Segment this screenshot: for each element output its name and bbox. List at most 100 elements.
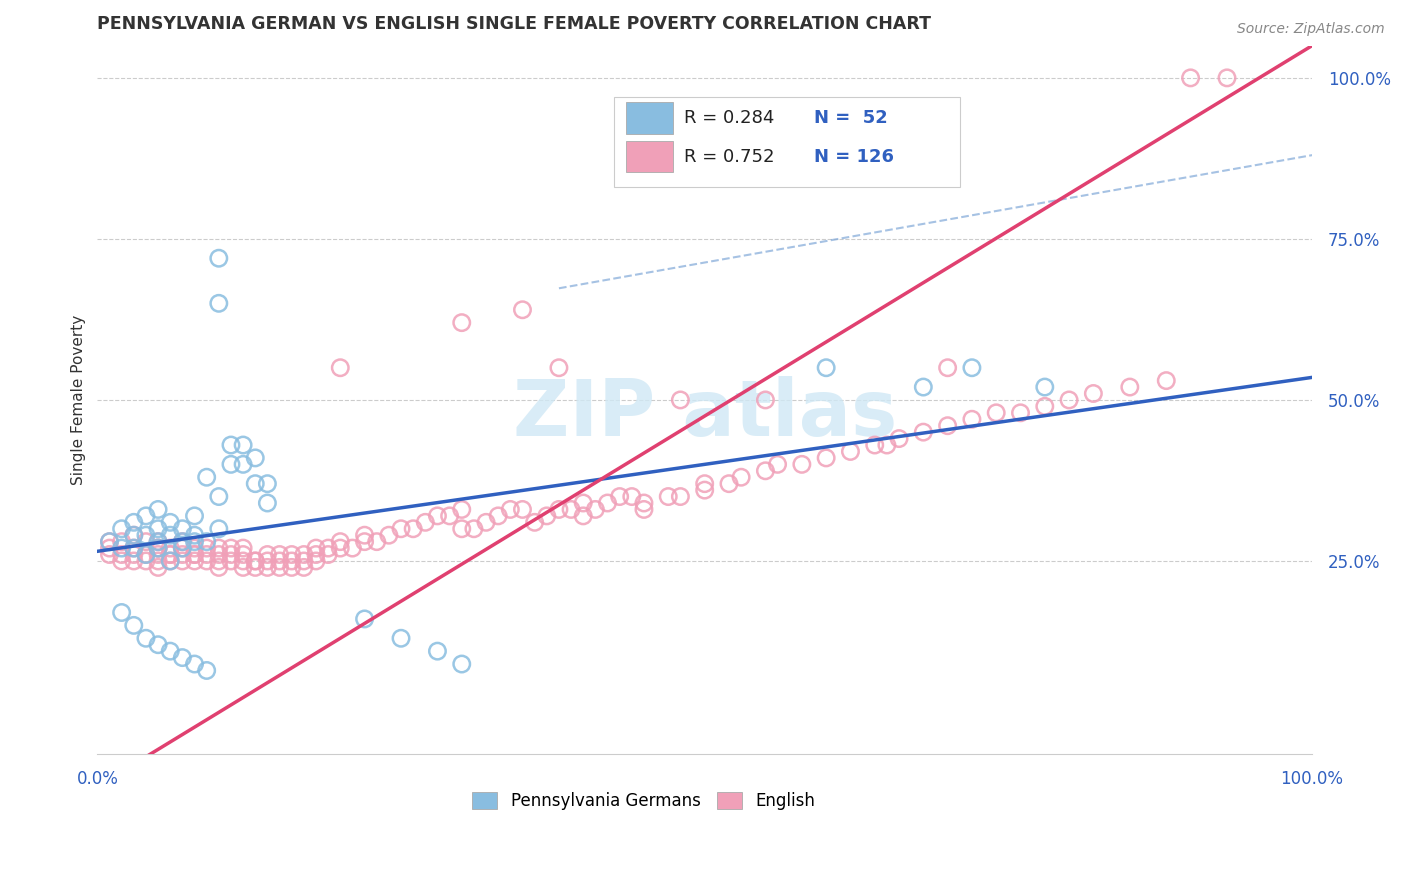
Point: [1154, 374, 1177, 388]
Point: [256, 554, 278, 568]
Point: [378, 528, 401, 542]
Point: [620, 490, 643, 504]
Point: [572, 496, 595, 510]
Point: [208, 541, 231, 555]
Point: [232, 548, 254, 562]
Text: N = 126: N = 126: [814, 148, 894, 166]
Point: [135, 548, 157, 562]
Point: [839, 444, 862, 458]
Point: [1216, 70, 1239, 85]
FancyBboxPatch shape: [613, 96, 960, 187]
Point: [1083, 386, 1105, 401]
Point: [439, 508, 461, 523]
Point: [245, 450, 267, 465]
Point: [111, 548, 134, 562]
Point: [122, 541, 145, 555]
Point: [183, 548, 205, 562]
Point: [353, 612, 375, 626]
Point: [256, 496, 278, 510]
Point: [292, 560, 315, 574]
Point: [195, 548, 218, 562]
Point: [219, 458, 242, 472]
Point: [256, 560, 278, 574]
Point: [122, 528, 145, 542]
Point: [280, 554, 302, 568]
Point: [912, 380, 935, 394]
Point: [183, 534, 205, 549]
Point: [426, 644, 449, 658]
Point: [146, 522, 169, 536]
Point: [183, 541, 205, 555]
Point: [256, 476, 278, 491]
Point: [269, 554, 291, 568]
Point: [159, 516, 181, 530]
Point: [342, 541, 364, 555]
Point: [316, 548, 339, 562]
Point: [413, 516, 436, 530]
Point: [232, 458, 254, 472]
Point: [269, 560, 291, 574]
Point: [366, 534, 388, 549]
Point: [280, 560, 302, 574]
Point: [208, 522, 231, 536]
Point: [450, 316, 472, 330]
Point: [146, 554, 169, 568]
Point: [122, 516, 145, 530]
Point: [159, 548, 181, 562]
Point: [195, 554, 218, 568]
Point: [98, 534, 121, 549]
Point: [159, 528, 181, 542]
Point: [960, 412, 983, 426]
FancyBboxPatch shape: [626, 141, 673, 172]
Point: [122, 554, 145, 568]
Point: [135, 632, 157, 646]
Point: [402, 522, 425, 536]
Text: PENNSYLVANIA GERMAN VS ENGLISH SINGLE FEMALE POVERTY CORRELATION CHART: PENNSYLVANIA GERMAN VS ENGLISH SINGLE FE…: [97, 15, 931, 33]
Point: [183, 554, 205, 568]
Point: [146, 638, 169, 652]
Point: [122, 541, 145, 555]
Point: [596, 496, 619, 510]
Point: [111, 606, 134, 620]
Point: [353, 534, 375, 549]
Point: [766, 458, 789, 472]
Point: [389, 632, 412, 646]
Point: [183, 528, 205, 542]
Point: [512, 302, 534, 317]
Point: [1010, 406, 1032, 420]
FancyBboxPatch shape: [626, 103, 673, 134]
Point: [815, 360, 838, 375]
Point: [1180, 70, 1202, 85]
Point: [960, 360, 983, 375]
Point: [172, 541, 194, 555]
Text: R = 0.284: R = 0.284: [685, 109, 775, 127]
Point: [159, 541, 181, 555]
Point: [693, 483, 716, 497]
Point: [936, 360, 959, 375]
Point: [232, 541, 254, 555]
Point: [232, 560, 254, 574]
Point: [146, 560, 169, 574]
Point: [135, 548, 157, 562]
Text: R = 0.752: R = 0.752: [685, 148, 775, 166]
Point: [183, 657, 205, 671]
Point: [389, 522, 412, 536]
Point: [208, 251, 231, 265]
Point: [146, 541, 169, 555]
Point: [499, 502, 522, 516]
Point: [122, 528, 145, 542]
Point: [583, 502, 606, 516]
Point: [1057, 392, 1080, 407]
Point: [269, 548, 291, 562]
Point: [280, 548, 302, 562]
Point: [183, 548, 205, 562]
Point: [159, 554, 181, 568]
Point: [512, 502, 534, 516]
Text: Source: ZipAtlas.com: Source: ZipAtlas.com: [1237, 22, 1385, 37]
Point: [122, 618, 145, 632]
Point: [208, 560, 231, 574]
Point: [135, 554, 157, 568]
Point: [426, 508, 449, 523]
Point: [172, 650, 194, 665]
Point: [146, 534, 169, 549]
